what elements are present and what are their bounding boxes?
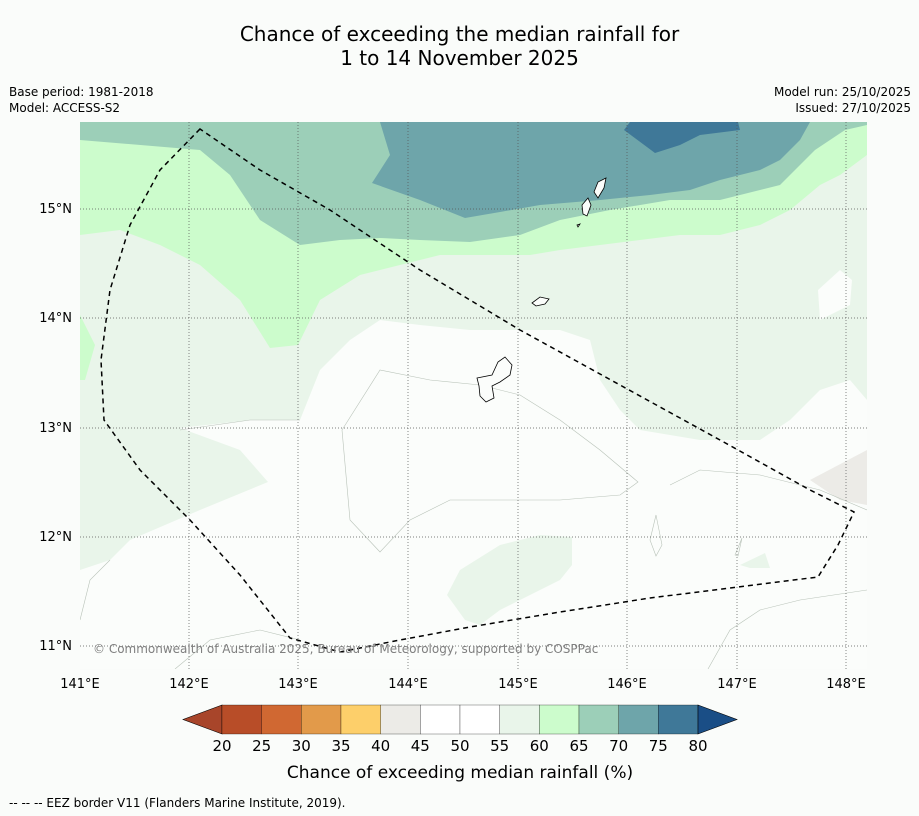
map-title: Chance of exceeding the median rainfall … bbox=[0, 22, 919, 70]
colorbar-tick-label: 60 bbox=[530, 737, 549, 755]
model-text: Model: ACCESS-S2 bbox=[9, 101, 121, 115]
colorbar-swatch bbox=[618, 704, 659, 735]
islands bbox=[476, 177, 607, 403]
colorbar-swatch bbox=[340, 704, 381, 735]
base-period-text: Base period: 1981-2018 bbox=[9, 85, 154, 99]
lon-label-147e: 147°E bbox=[717, 677, 757, 692]
lon-label-142e: 142°E bbox=[169, 677, 209, 692]
colorbar-tick-label: 75 bbox=[649, 737, 668, 755]
colorbar-swatch bbox=[380, 704, 421, 735]
graticule bbox=[80, 122, 867, 669]
colorbar-arrow-right bbox=[697, 704, 738, 735]
rainfall-probability-map: © Commonwealth of Australia 2025, Bureau… bbox=[80, 122, 867, 669]
colorbar-swatch bbox=[261, 704, 302, 735]
lat-label-11n: 11°N bbox=[39, 639, 72, 654]
band-40-45 bbox=[810, 450, 867, 505]
colorbar-tick-label: 35 bbox=[331, 737, 350, 755]
colorbar-swatch bbox=[301, 704, 342, 735]
lon-label-148e: 148°E bbox=[826, 677, 866, 692]
lon-label-146e: 146°E bbox=[607, 677, 647, 692]
colorbar-swatch bbox=[420, 704, 461, 735]
band-60-65-west bbox=[80, 315, 95, 380]
colorbar-swatch bbox=[459, 704, 500, 735]
lon-label-143e: 143°E bbox=[278, 677, 318, 692]
meta-right: Model run: 25/10/2025 Issued: 27/10/2025 bbox=[774, 84, 911, 116]
eez-border bbox=[100, 128, 855, 653]
band-55-60-south bbox=[447, 535, 572, 625]
saipan-island bbox=[593, 177, 607, 199]
contour-lines bbox=[80, 369, 867, 669]
band-75-80 bbox=[624, 122, 740, 153]
eez-footnote: -- -- -- EEZ border V11 (Flanders Marine… bbox=[9, 796, 346, 810]
colorbar-tick-label: 65 bbox=[569, 737, 588, 755]
colorbar-tick-label: 20 bbox=[212, 737, 231, 755]
model-run-text: Model run: 25/10/2025 bbox=[773, 85, 911, 99]
colorbar-swatch bbox=[499, 704, 540, 735]
band-50-55-east bbox=[818, 270, 852, 320]
colorbar-tick-label: 45 bbox=[411, 737, 430, 755]
colorbar-swatch bbox=[578, 704, 619, 735]
colorbar-title: Chance of exceeding median rainfall (%) bbox=[287, 763, 633, 783]
lat-label-15n: 15°N bbox=[39, 202, 72, 217]
band-55-60-blob bbox=[740, 553, 770, 568]
lat-label-12n: 12°N bbox=[39, 530, 72, 545]
lon-label-145e: 145°E bbox=[498, 677, 538, 692]
title-line-2: 1 to 14 November 2025 bbox=[340, 46, 579, 70]
colorbar: 20 25 30 35 40 45 50 55 60 65 70 75 80 C… bbox=[182, 704, 738, 783]
colorbar-tick-label: 55 bbox=[490, 737, 509, 755]
colorbar-arrow-left bbox=[182, 704, 223, 735]
copyright-text: © Commonwealth of Australia 2025, Bureau… bbox=[93, 642, 598, 656]
colorbar-tick-label: 30 bbox=[292, 737, 311, 755]
colorbar-tick-label: 25 bbox=[252, 737, 271, 755]
colorbar-swatch bbox=[221, 704, 262, 735]
longitude-axis: 141°E 142°E 143°E 144°E 145°E 146°E 147°… bbox=[60, 677, 866, 692]
title-line-1: Chance of exceeding the median rainfall … bbox=[239, 22, 680, 46]
colorbar-tick-label: 70 bbox=[609, 737, 628, 755]
colorbar-tick-label: 50 bbox=[450, 737, 469, 755]
colorbar-tick-label: 40 bbox=[371, 737, 390, 755]
lon-label-144e: 144°E bbox=[388, 677, 428, 692]
colorbar-tick-label: 80 bbox=[688, 737, 707, 755]
aguijan-island bbox=[576, 223, 581, 228]
colorbar-swatch bbox=[658, 704, 699, 735]
lon-label-141e: 141°E bbox=[60, 677, 100, 692]
band-70-75 bbox=[372, 122, 810, 218]
colorbar-swatch bbox=[539, 704, 580, 735]
meta-left: Base period: 1981-2018 Model: ACCESS-S2 bbox=[9, 84, 154, 116]
issued-text: Issued: 27/10/2025 bbox=[795, 101, 911, 115]
lat-label-13n: 13°N bbox=[39, 421, 72, 436]
guam-island bbox=[476, 356, 513, 403]
latitude-axis: 15°N 14°N 13°N 12°N 11°N bbox=[39, 202, 72, 654]
rota-island bbox=[531, 296, 550, 307]
tinian-island bbox=[581, 197, 592, 217]
lat-label-14n: 14°N bbox=[39, 311, 72, 326]
